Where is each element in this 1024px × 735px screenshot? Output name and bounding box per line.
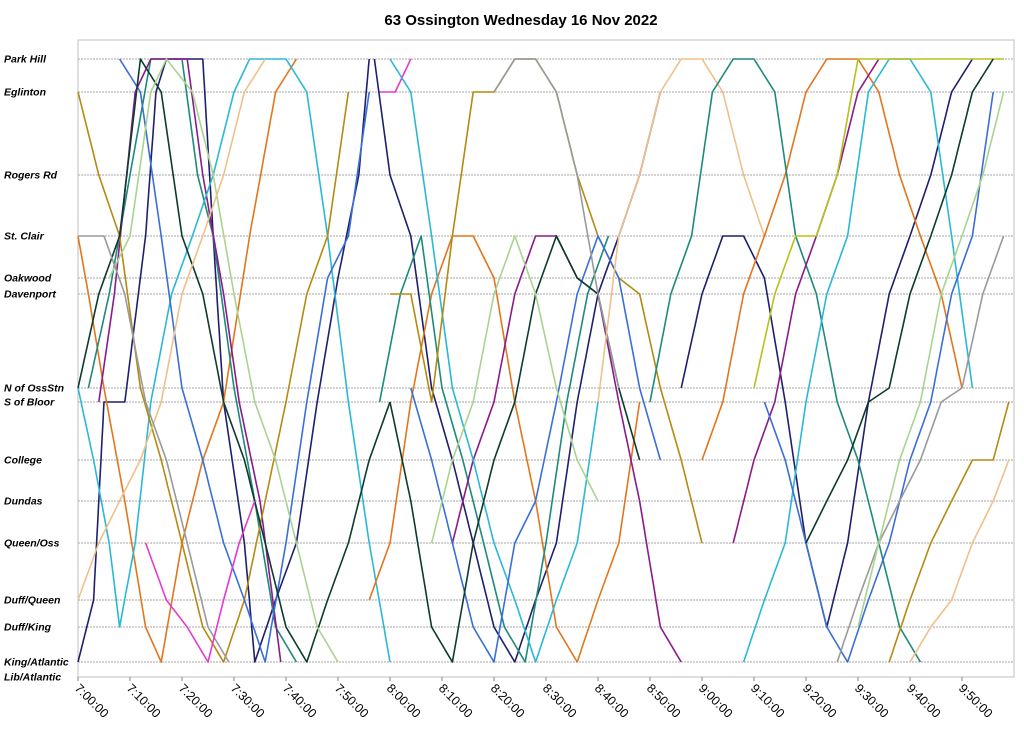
trip-line xyxy=(78,235,230,663)
trip-lines xyxy=(77,58,1010,663)
time-tick-label: 7:20:00 xyxy=(176,681,215,720)
stop-label: Eglinton xyxy=(4,87,46,99)
stop-label: St. Clair xyxy=(4,231,45,243)
trip-line xyxy=(77,91,350,663)
time-tick-label: 9:00:00 xyxy=(696,681,735,720)
time-tick-label: 9:50:00 xyxy=(956,681,995,720)
time-tick-label: 7:40:00 xyxy=(280,681,319,720)
trip-line xyxy=(389,58,599,663)
time-tick-label: 7:50:00 xyxy=(332,681,371,720)
chart-title: 63 Ossington Wednesday 16 Nov 2022 xyxy=(384,12,657,29)
trip-line xyxy=(888,401,1010,663)
trip-line xyxy=(430,235,599,544)
trip-line xyxy=(597,58,766,403)
trip-line xyxy=(680,58,974,628)
time-tick-label: 8:20:00 xyxy=(488,681,527,720)
trip-line xyxy=(805,58,994,544)
trip-line xyxy=(909,459,1010,663)
stop-label: Oakwood xyxy=(4,273,52,285)
time-tick-label: 9:30:00 xyxy=(852,681,891,720)
trip-line xyxy=(836,235,1005,663)
trip-line xyxy=(410,235,662,663)
time-tick-label: 7:00:00 xyxy=(72,681,111,720)
stop-label: Duff/Queen xyxy=(4,595,60,607)
trip-line xyxy=(379,58,412,93)
trip-line xyxy=(857,91,1005,628)
time-tick-label: 9:10:00 xyxy=(748,681,787,720)
trip-line xyxy=(742,58,974,663)
trip-line xyxy=(373,58,662,663)
gridlines xyxy=(77,39,1015,678)
time-tick-label: 8:40:00 xyxy=(592,681,631,720)
trip-line xyxy=(118,58,370,663)
trip-line xyxy=(732,58,880,544)
trip-line xyxy=(144,500,256,663)
stop-label: College xyxy=(4,455,42,467)
stop-label: Lib/Atlantic xyxy=(4,672,61,684)
stop-label: King/Atlantic xyxy=(4,657,69,669)
time-tick-label: 8:00:00 xyxy=(384,681,423,720)
time-tick-label: 8:30:00 xyxy=(540,681,579,720)
stop-label: S of Bloor xyxy=(4,397,55,409)
time-tick-label: 7:30:00 xyxy=(228,681,267,720)
stop-label: Dundas xyxy=(4,496,43,508)
stop-label: Davenport xyxy=(4,289,56,301)
time-tick-label: 9:40:00 xyxy=(904,681,943,720)
trip-line xyxy=(493,58,620,389)
stop-label: Park Hill xyxy=(4,54,47,66)
time-tick-label: 7:10:00 xyxy=(124,681,163,720)
trip-line xyxy=(77,58,391,663)
time-tick-label: 9:20:00 xyxy=(800,681,839,720)
trip-line xyxy=(390,58,703,544)
stop-label: Rogers Rd xyxy=(4,170,58,182)
trip-line xyxy=(368,235,641,663)
trip-line xyxy=(763,91,994,663)
stop-labels: Park Hill Eglinton Rogers Rd St. Clair Oakwo… xyxy=(4,54,69,684)
stop-label: Queen/Oss xyxy=(4,538,60,550)
trip-line xyxy=(378,235,610,663)
trip-line xyxy=(77,58,370,663)
time-labels: 7:00:00 7:10:00 7:20:00 7:30:00 7:40:00 7:50:… xyxy=(72,677,995,721)
time-tick-label: 8:10:00 xyxy=(436,681,475,720)
stop-label: Duff/King xyxy=(4,622,52,634)
stop-label: N of OssStn xyxy=(4,383,64,395)
trip-line xyxy=(77,58,266,601)
time-tick-label: 8:50:00 xyxy=(644,681,683,720)
trip-line xyxy=(77,58,391,663)
plot-area xyxy=(77,39,1015,678)
trip-line xyxy=(77,58,298,663)
trip-line xyxy=(108,58,339,663)
trip-line xyxy=(649,58,922,663)
trip-line xyxy=(753,58,1004,389)
trip-line xyxy=(701,58,963,461)
